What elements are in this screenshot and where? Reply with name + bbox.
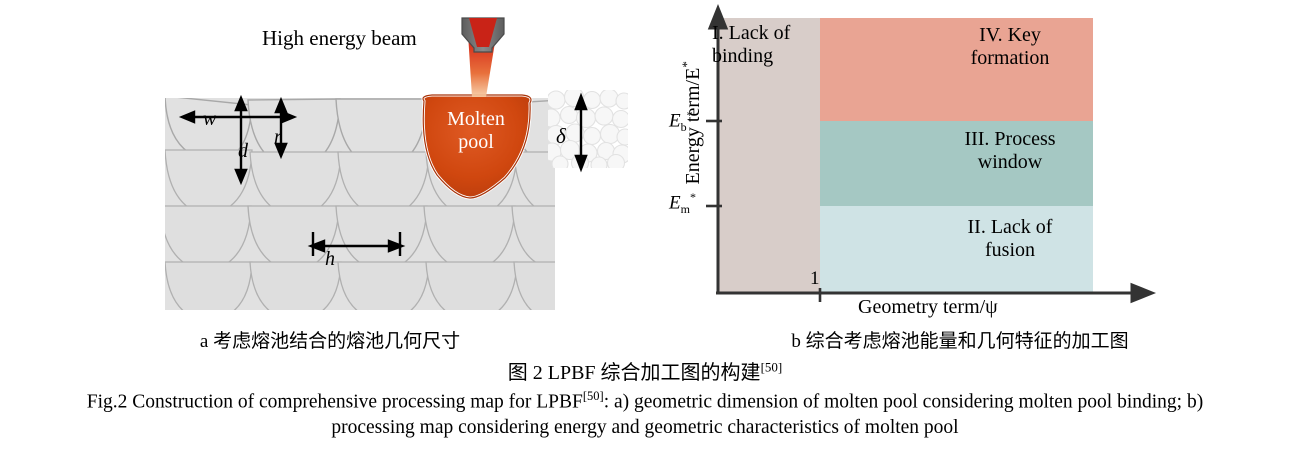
english-caption-reference: [50] bbox=[582, 389, 604, 403]
panel-a-melt-pool-geometry: High energy beam Molten pool w r d h δ bbox=[0, 0, 660, 320]
molten-pool-shape bbox=[421, 93, 533, 200]
region-1-line2: binding bbox=[712, 45, 774, 67]
region-label-lack-of-fusion: II. Lack of fusion bbox=[850, 216, 1170, 262]
y-tick-em-base: E bbox=[669, 192, 681, 214]
y-tick-eb-sup: * bbox=[686, 108, 693, 122]
region-label-lack-of-binding: I. Lack of binding bbox=[712, 22, 842, 68]
panel-b-svg bbox=[706, 3, 1157, 304]
chart-axes bbox=[707, 3, 1157, 304]
panel-a-svg bbox=[165, 17, 628, 310]
figure-title-reference: [50] bbox=[760, 359, 783, 375]
region-4-line1: IV. Key bbox=[979, 24, 1041, 46]
dimension-arrow-delta bbox=[574, 92, 588, 173]
dimension-label-d: d bbox=[238, 140, 248, 162]
panel-b-processing-map: Energy term/E* Geometry term/ψ Eb* Em* 1… bbox=[660, 0, 1290, 320]
region-3-line2: window bbox=[977, 151, 1043, 173]
high-energy-beam-label: High energy beam bbox=[262, 26, 417, 50]
region-1-line1: I. Lack of bbox=[712, 22, 791, 44]
region-2-line2: fusion bbox=[985, 239, 1035, 261]
region-label-key-formation: IV. Key formation bbox=[850, 24, 1170, 70]
region-4-line2: formation bbox=[970, 47, 1050, 69]
laser-nozzle bbox=[461, 17, 505, 53]
y-tick-label-em: Em* bbox=[669, 190, 696, 217]
molten-pool-label-line2: pool bbox=[458, 131, 494, 153]
dimension-label-w: w bbox=[203, 108, 217, 130]
figure-title-main: 图 2 LPBF 综合加工图的构建 bbox=[507, 362, 761, 384]
subcaption-a: a 考虑熔池结合的熔池几何尺寸 bbox=[199, 331, 461, 352]
region-key-formation bbox=[820, 18, 1093, 121]
x-axis-label: Geometry term/ψ bbox=[858, 296, 998, 318]
region-label-process-window: III. Process window bbox=[850, 128, 1170, 174]
region-lack-of-fusion bbox=[820, 206, 1093, 293]
dimension-arrow-d bbox=[234, 94, 248, 186]
x-tick-label-one: 1 bbox=[810, 268, 820, 289]
region-lack-of-binding bbox=[718, 18, 820, 293]
dimension-label-r: r bbox=[274, 126, 282, 148]
y-axis-label-superscript: * bbox=[679, 61, 695, 68]
y-axis-ticks bbox=[706, 119, 722, 208]
region-3-line1: III. Process bbox=[964, 128, 1056, 150]
dimension-arrow-h bbox=[307, 232, 406, 256]
y-tick-eb-base: E bbox=[669, 110, 681, 132]
y-tick-em-sup: * bbox=[689, 190, 696, 204]
subcaption-b: b 综合考虑熔池能量和几何特征的加工图 bbox=[791, 331, 1129, 352]
y-tick-eb-sub: b bbox=[680, 120, 687, 135]
powder-bed bbox=[548, 90, 628, 168]
molten-pool-label-line1: Molten bbox=[447, 108, 505, 130]
dimension-label-delta: δ bbox=[556, 124, 566, 148]
region-process-window bbox=[820, 121, 1093, 206]
dimension-label-h: h bbox=[325, 248, 335, 270]
english-caption: Fig.2 Construction of comprehensive proc… bbox=[55, 384, 1235, 440]
english-caption-part1: Fig.2 Construction of comprehensive proc… bbox=[86, 391, 583, 413]
y-tick-em-sub: m bbox=[680, 202, 690, 217]
region-2-line1: II. Lack of bbox=[967, 216, 1053, 238]
y-tick-label-eb: Eb* bbox=[669, 108, 693, 135]
english-caption-part2: : a) geometric dimension of molten pool … bbox=[331, 391, 1204, 438]
dimension-arrow-r bbox=[274, 96, 288, 160]
figure-title: 图 2 LPBF 综合加工图的构建[50] bbox=[0, 356, 1290, 385]
molten-pool-label: Molten pool bbox=[424, 108, 528, 154]
